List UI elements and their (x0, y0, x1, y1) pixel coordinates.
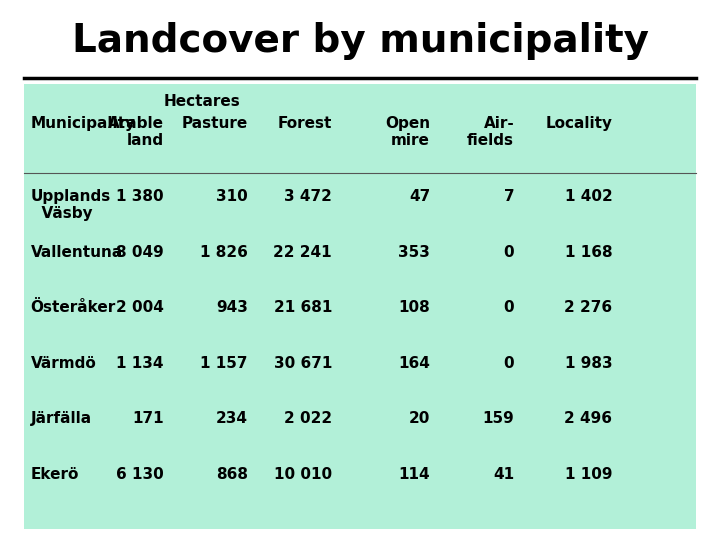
Text: 21 681: 21 681 (274, 300, 332, 315)
Text: 20: 20 (409, 411, 430, 427)
Text: Ekerö: Ekerö (30, 467, 79, 482)
Text: 868: 868 (216, 467, 248, 482)
Text: 2 496: 2 496 (564, 411, 612, 427)
Text: 22 241: 22 241 (274, 245, 332, 260)
Text: 0: 0 (503, 245, 514, 260)
Text: 1 380: 1 380 (116, 189, 163, 204)
Text: 310: 310 (216, 189, 248, 204)
Text: 1 109: 1 109 (565, 467, 612, 482)
Text: 171: 171 (132, 411, 163, 427)
Text: 2 276: 2 276 (564, 300, 612, 315)
Text: Municipality: Municipality (30, 116, 135, 131)
Text: 234: 234 (216, 411, 248, 427)
Text: 30 671: 30 671 (274, 356, 332, 371)
Text: 164: 164 (398, 356, 430, 371)
Text: Upplands
  Väsby: Upplands Väsby (30, 189, 111, 221)
FancyBboxPatch shape (24, 84, 696, 529)
Text: Pasture: Pasture (181, 116, 248, 131)
Text: 108: 108 (398, 300, 430, 315)
Text: Värmdö: Värmdö (30, 356, 96, 371)
Text: 159: 159 (482, 411, 514, 427)
Text: 1 157: 1 157 (200, 356, 248, 371)
Text: 2 022: 2 022 (284, 411, 332, 427)
Text: 3 472: 3 472 (284, 189, 332, 204)
Text: 10 010: 10 010 (274, 467, 332, 482)
Text: Locality: Locality (545, 116, 612, 131)
Text: 2 004: 2 004 (116, 300, 163, 315)
Text: Österåker: Österåker (30, 300, 116, 315)
Text: 1 983: 1 983 (564, 356, 612, 371)
Text: Open
mire: Open mire (385, 116, 430, 148)
Text: Landcover by municipality: Landcover by municipality (71, 22, 649, 59)
Text: 8 049: 8 049 (116, 245, 163, 260)
Text: Arable
land: Arable land (108, 116, 163, 148)
Text: 0: 0 (503, 356, 514, 371)
Text: 1 168: 1 168 (564, 245, 612, 260)
Text: Forest: Forest (278, 116, 332, 131)
Text: 0: 0 (503, 300, 514, 315)
Text: 1 134: 1 134 (116, 356, 163, 371)
Text: Hectares: Hectares (163, 94, 240, 110)
Text: 41: 41 (493, 467, 514, 482)
Text: 47: 47 (409, 189, 430, 204)
Text: 943: 943 (216, 300, 248, 315)
Text: Vallentuna: Vallentuna (30, 245, 123, 260)
Text: 6 130: 6 130 (116, 467, 163, 482)
Text: 1 826: 1 826 (200, 245, 248, 260)
Text: Järfälla: Järfälla (30, 411, 91, 427)
Text: 353: 353 (398, 245, 430, 260)
Text: 7: 7 (503, 189, 514, 204)
Text: 114: 114 (398, 467, 430, 482)
Text: 1 402: 1 402 (564, 189, 612, 204)
Text: Air-
fields: Air- fields (467, 116, 514, 148)
